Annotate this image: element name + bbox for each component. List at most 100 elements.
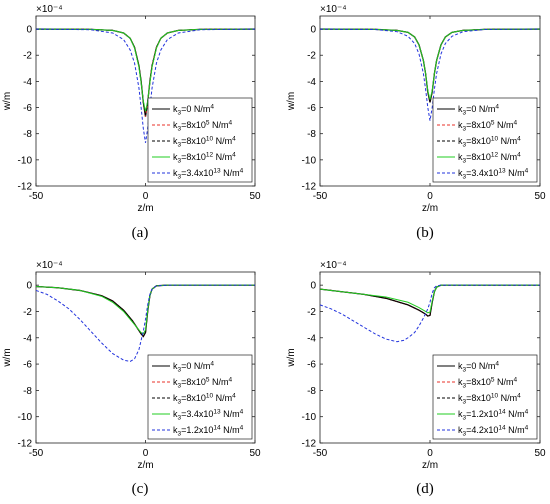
legend-text-part: 4 <box>240 409 244 416</box>
legend-text-part: N/m <box>506 409 525 419</box>
legend-text-part: N/m <box>495 120 514 130</box>
legend-text-part: 10 <box>206 393 214 400</box>
legend-text-part: =0 N/m <box>466 361 495 371</box>
y-tick-label: 0 <box>310 281 316 292</box>
legend-text-part: 4 <box>495 104 499 111</box>
y-tick-label: -2 <box>23 51 32 62</box>
chart-panel-3: 0-2-4-6-8-10-12-50 0 50×10⁻⁴z/mw/m k3=0 N/m… <box>2 260 261 497</box>
legend-text-part: 3 <box>178 399 182 406</box>
legend-text-part: 4 <box>514 377 518 384</box>
legend-text-part: =4.2x10 <box>466 425 498 435</box>
legend-label: k3=0 N/m4 <box>173 104 214 117</box>
legend-text-part: k <box>458 361 463 371</box>
legend-text-part: k <box>173 409 178 419</box>
legend-text-part: 4 <box>232 136 236 143</box>
legend-text-part: 4 <box>517 393 521 400</box>
legend-text-part: 14 <box>498 425 506 432</box>
legend-text-part: k <box>458 393 463 403</box>
legend-text-part: N/m <box>498 136 517 146</box>
series-line-5 <box>35 284 255 362</box>
legend-text-part: N/m <box>506 168 525 178</box>
y-tick-label: -4 <box>23 333 32 344</box>
legend-text-part: =3.4x10 <box>181 168 213 178</box>
legend-text-part: 4 <box>210 361 214 368</box>
x-tick-label: -50 <box>313 191 328 202</box>
y-tick-label: -2 <box>23 307 32 318</box>
legend-text-part: N/m <box>498 393 517 403</box>
legend-label: k3=8x1010 N/m4 <box>173 136 236 149</box>
legend-text-part: 3 <box>178 431 182 438</box>
y-tick-label: -2 <box>307 307 316 318</box>
y-scale-label: ×10⁻⁴ <box>320 4 347 15</box>
legend-label: k3=8x1010 N/m4 <box>173 393 236 406</box>
legend-text-part: 12 <box>206 152 214 159</box>
legend-text-part: 3 <box>178 142 182 149</box>
legend-text-part: =1.2x10 <box>466 409 498 419</box>
y-tick-label: 0 <box>26 25 32 36</box>
legend-box <box>432 97 538 183</box>
y-tick-label: -6 <box>307 103 316 114</box>
legend-label: k3=0 N/m4 <box>173 361 214 374</box>
legend-text-part: k <box>458 377 463 387</box>
legend-label: k3=8x1010 N/m4 <box>458 136 521 149</box>
series-line-4 <box>35 284 255 335</box>
legend-label: k3=0 N/m4 <box>458 104 499 117</box>
legend-text-part: k <box>173 393 178 403</box>
legend-text-part: 14 <box>498 409 506 416</box>
x-tick-label: 0 <box>427 448 433 459</box>
legend-text-part: 3 <box>463 158 467 165</box>
legend-text-part: 4 <box>525 409 529 416</box>
legend-text-part: k <box>173 377 178 387</box>
y-tick-label: -12 <box>18 182 33 193</box>
legend-text-part: =0 N/m <box>181 361 210 371</box>
legend-text-part: N/m <box>210 120 229 130</box>
legend-text-part: 3 <box>178 158 182 165</box>
legend-label: k3=1.2x1014 N/m4 <box>458 409 529 422</box>
x-tick-label: 0 <box>143 191 149 202</box>
legend-text-part: N/m <box>210 377 229 387</box>
x-tick-label: 0 <box>427 191 433 202</box>
legend-label: k3=8x105 N/m4 <box>173 120 233 133</box>
legend-text-part: 4 <box>525 168 529 175</box>
legend-text-part: k <box>458 152 463 162</box>
legend-text-part: 5 <box>491 377 495 384</box>
series-line-5 <box>319 28 541 121</box>
x-axis-label: z/m <box>422 203 438 214</box>
legend-text-part: 4 <box>514 120 518 127</box>
legend-text-part: 3 <box>178 174 182 181</box>
series-line-5 <box>319 284 540 343</box>
legend-text-part: 10 <box>491 136 499 143</box>
legend-text-part: N/m <box>221 425 240 435</box>
legend-text-part: k <box>173 120 178 130</box>
legend-text-part: =8x10 <box>466 393 491 403</box>
legend-text-part: =8x10 <box>181 136 206 146</box>
legend-text-part: 3 <box>178 383 182 390</box>
legend-text-part: 3 <box>463 415 467 422</box>
legend-text-part: =8x10 <box>466 377 491 387</box>
legend-text-part: 3 <box>463 431 467 438</box>
legend-text-part: k <box>173 425 178 435</box>
x-tick-label: -50 <box>29 191 44 202</box>
y-tick-label: -8 <box>23 386 32 397</box>
y-tick-label: -2 <box>307 51 316 62</box>
legend-text-part: k <box>173 361 178 371</box>
x-axis-label: z/m <box>137 203 153 214</box>
legend-text-part: 14 <box>213 425 221 432</box>
series-line-4 <box>35 28 256 112</box>
legend-text-part: =1.2x10 <box>181 425 213 435</box>
legend-box <box>147 354 253 440</box>
y-tick-label: -10 <box>302 155 317 166</box>
legend-label: k3=8x1012 N/m4 <box>458 152 521 165</box>
legend-text-part: k <box>458 120 463 130</box>
y-tick-label: -8 <box>307 386 316 397</box>
legend-text-part: 3 <box>463 174 467 181</box>
legend-label: k3=3.4x1013 N/m4 <box>458 168 529 181</box>
legend-text-part: =8x10 <box>181 393 206 403</box>
legend-text-part: 3 <box>463 383 467 390</box>
x-tick-label: 50 <box>249 191 261 202</box>
legend-text-part: 5 <box>206 120 210 127</box>
legend-text-part: =0 N/m <box>181 104 210 114</box>
y-scale-label: ×10⁻⁴ <box>320 260 347 271</box>
